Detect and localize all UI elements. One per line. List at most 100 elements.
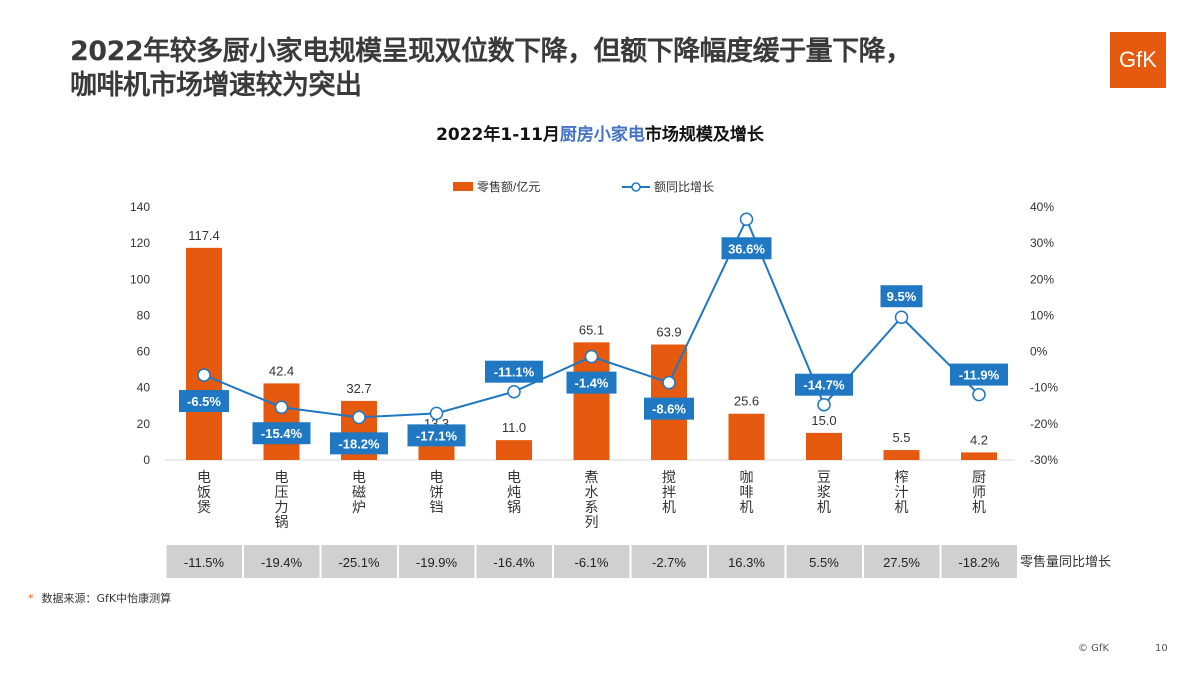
- source-marker: *: [28, 592, 34, 605]
- category-label-char: 机: [972, 499, 986, 515]
- growth-label-box: [407, 424, 466, 447]
- volume-growth-value: -18.2%: [958, 555, 1000, 570]
- volume-growth-value: -11.5%: [184, 555, 225, 570]
- volume-growth-value: -6.1%: [575, 555, 609, 570]
- title-line-1: 2022年较多厨小家电规模呈现双位数下降，但额下降幅度缓于量下降，: [70, 36, 912, 67]
- category-label-char: 电: [275, 469, 289, 485]
- growth-label-box: [179, 390, 229, 413]
- category-label-char: 炉: [352, 499, 366, 515]
- growth-point: [739, 212, 754, 227]
- growth-label-box: [566, 371, 617, 394]
- chart-title-highlight: 厨房小家电: [559, 125, 645, 145]
- y-left-tick-label: 60: [137, 345, 151, 359]
- y-right-tick-label: -30%: [1030, 453, 1058, 467]
- source-text: 数据来源：GfK中怡康测算: [41, 592, 172, 605]
- growth-point: [352, 410, 366, 425]
- category-label-char: 电: [430, 469, 444, 485]
- bar-value-label: 65.1: [579, 322, 604, 337]
- category-label-char: 锅: [507, 499, 521, 515]
- chart-title-suffix: 市场规模及增长: [644, 125, 764, 145]
- legend-line-marker: [631, 182, 641, 192]
- category-label-char: 煮: [585, 469, 599, 485]
- category-label-char: 厨: [972, 469, 986, 485]
- growth-point: [972, 387, 986, 402]
- volume-growth-cell: [476, 545, 552, 578]
- growth-point: [894, 310, 909, 324]
- bar-value-label: 15.0: [811, 413, 836, 428]
- volume-growth-value: -19.9%: [416, 555, 458, 570]
- growth-label: -8.6%: [652, 402, 686, 417]
- chart-title-prefix: 2022年1-11月: [436, 125, 560, 145]
- growth-label: 9.5%: [887, 289, 917, 304]
- category-label-char: 咖: [740, 469, 754, 485]
- category-label-char: 饭: [197, 484, 211, 500]
- category-label-char: 炖: [507, 484, 521, 500]
- volume-growth-cell: [554, 545, 630, 578]
- volume-growth-cell: [786, 545, 862, 578]
- growth-label-box: [330, 432, 388, 455]
- y-left-tick-label: 20: [137, 417, 151, 431]
- y-right-tick-label: -10%: [1030, 381, 1058, 395]
- volume-growth-value: -2.7%: [652, 555, 686, 570]
- growth-label: -17.1%: [416, 428, 458, 443]
- y-right-tick-label: 30%: [1030, 236, 1054, 250]
- chart-title: 2022年1-11月厨房小家电市场规模及增长: [0, 120, 1200, 145]
- growth-point: [274, 400, 289, 414]
- growth-label-box: [795, 373, 853, 396]
- bar-value-label: 117.4: [188, 228, 220, 243]
- growth-point: [507, 384, 521, 399]
- growth-label: -15.4%: [261, 426, 303, 441]
- category-label-char: 豆: [817, 469, 831, 485]
- bar-value-label: 63.9: [656, 325, 681, 340]
- y-right-tick-label: 20%: [1030, 272, 1054, 286]
- growth-label: 36.6%: [728, 241, 765, 256]
- slide-title: 2022年较多厨小家电规模呈现双位数下降，但额下降幅度缓于量下降， 咖啡机市场增…: [70, 35, 912, 103]
- growth-point: [662, 375, 676, 390]
- growth-label: -11.9%: [959, 368, 1000, 383]
- bar: [263, 383, 300, 460]
- volume-growth-value: -19.4%: [261, 555, 303, 570]
- source-note: * 数据来源：GfK中怡康测算: [28, 590, 171, 606]
- category-label-char: 机: [740, 499, 754, 515]
- growth-label: -18.2%: [338, 436, 380, 451]
- bar-value-label: 5.5: [892, 430, 910, 445]
- y-right-tick-label: 40%: [1030, 200, 1054, 214]
- bar: [728, 413, 765, 460]
- category-label-char: 饼: [430, 484, 444, 500]
- growth-label: -14.7%: [803, 378, 845, 393]
- legend-bar-label: 零售额/亿元: [477, 179, 540, 194]
- growth-label-box: [950, 363, 1008, 386]
- category-label-char: 机: [662, 499, 676, 515]
- category-label-char: 师: [972, 484, 986, 500]
- volume-growth-cell: [399, 545, 475, 578]
- bar: [806, 432, 842, 460]
- category-label-char: 汁: [895, 484, 909, 500]
- growth-point: [197, 368, 211, 382]
- bar-value-label: 42.4: [269, 363, 294, 378]
- growth-label-box: [644, 397, 694, 420]
- volume-growth-cell: [244, 545, 320, 578]
- volume-growth-value: -16.4%: [493, 555, 535, 570]
- volume-growth-value: 27.5%: [883, 555, 920, 570]
- bar: [496, 440, 532, 460]
- growth-point: [584, 349, 599, 364]
- category-label-char: 水: [585, 484, 599, 500]
- volume-growth-label: 零售量同比增长: [1020, 554, 1111, 569]
- gfk-logo: GfK: [1110, 32, 1166, 88]
- category-label-char: 机: [817, 499, 831, 515]
- category-label-char: 机: [895, 499, 909, 515]
- growth-label-box: [721, 237, 772, 260]
- growth-point: [817, 397, 831, 412]
- category-label-char: 铛: [430, 499, 444, 515]
- category-label-char: 煲: [197, 499, 211, 515]
- category-label-char: 列: [585, 514, 599, 530]
- y-left-tick-label: 80: [137, 308, 151, 322]
- y-right-tick-label: 10%: [1030, 308, 1054, 322]
- growth-label: -11.1%: [494, 365, 535, 380]
- legend-bar-swatch: [453, 182, 473, 191]
- bar-value-label: 25.6: [734, 394, 759, 409]
- growth-label-box: [485, 360, 543, 383]
- y-right-tick-label: 0%: [1030, 345, 1048, 359]
- bar-value-label: 32.7: [346, 381, 371, 396]
